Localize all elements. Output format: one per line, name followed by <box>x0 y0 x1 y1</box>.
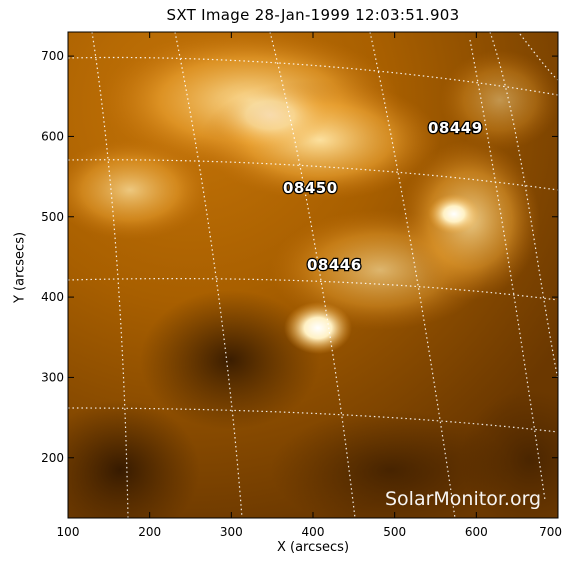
x-tick-label: 200 <box>138 525 161 539</box>
x-axis-label: X (arcsecs) <box>276 540 350 555</box>
region-label-08449: 08449 <box>428 119 483 137</box>
x-tick-label: 500 <box>383 525 406 539</box>
y-tick-label: 500 <box>41 210 64 224</box>
figure-title: SXT Image 28-Jan-1999 12:03:51.903 <box>166 6 460 24</box>
watermark-text: SolarMonitor.org <box>385 488 541 510</box>
y-tick-label: 700 <box>41 49 64 63</box>
x-axis-ticks: 100 200 300 400 500 600 700 <box>57 32 562 539</box>
y-tick-label: 600 <box>41 129 64 143</box>
x-tick-label: 300 <box>220 525 243 539</box>
region-label-08450: 08450 <box>283 179 338 197</box>
x-tick-label: 600 <box>465 525 488 539</box>
x-tick-label: 100 <box>57 525 80 539</box>
heliographic-grid <box>68 32 558 518</box>
x-tick-label: 400 <box>302 525 325 539</box>
y-tick-label: 300 <box>41 370 64 384</box>
y-tick-label: 200 <box>41 451 64 465</box>
region-label-08446: 08446 <box>307 256 362 274</box>
y-tick-label: 400 <box>41 290 64 304</box>
x-tick-label: 700 <box>539 525 562 539</box>
solar-image <box>68 32 558 518</box>
y-axis-ticks: 200 300 400 500 600 700 <box>41 49 558 465</box>
y-axis-label: Y (arcsecs) <box>12 231 28 304</box>
